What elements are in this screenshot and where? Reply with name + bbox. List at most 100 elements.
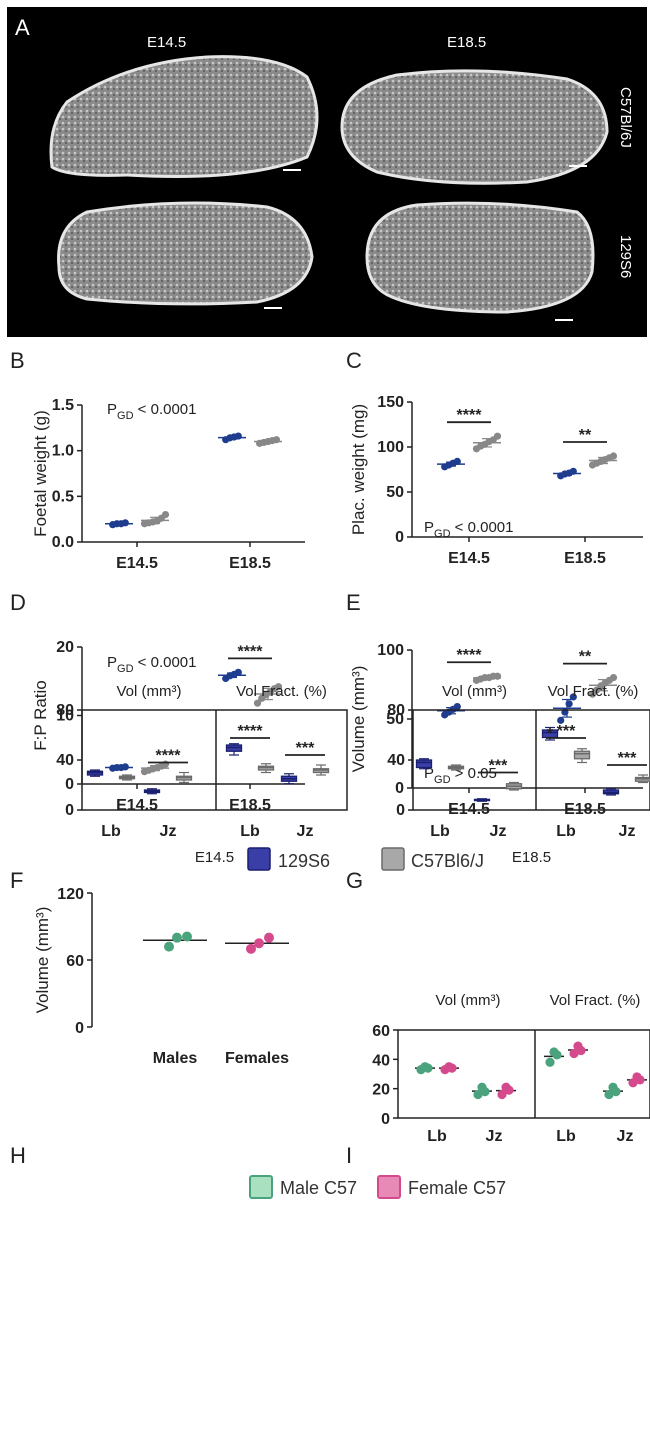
y-tick-label: 150 bbox=[377, 394, 404, 411]
data-point bbox=[420, 1062, 430, 1072]
plot-frame bbox=[397, 1029, 650, 1119]
y-axis-label: F:P Ratio bbox=[31, 680, 50, 751]
section-title: Vol Fract. (%) bbox=[550, 992, 641, 1009]
panel-label-g: G bbox=[346, 868, 363, 893]
data-point bbox=[246, 943, 256, 954]
legend-swatch-c57 bbox=[381, 847, 405, 871]
data-point bbox=[557, 716, 565, 724]
significance-stars: **** bbox=[156, 748, 182, 765]
panel-label-f: F bbox=[10, 868, 23, 893]
data-point bbox=[569, 467, 577, 475]
legend-label-male: Male C57 bbox=[280, 1178, 357, 1198]
data-point bbox=[632, 1072, 642, 1082]
y-tick-label: 80 bbox=[387, 702, 405, 719]
y-axis-label: Foetal weight (g) bbox=[31, 410, 50, 537]
significance-stars: **** bbox=[457, 647, 483, 664]
x-tick-label: Jz bbox=[490, 823, 507, 840]
x-tick-label: Lb bbox=[556, 823, 576, 840]
y-axis-label: Volume (mm³) bbox=[349, 666, 368, 773]
x-tick-label: Jz bbox=[486, 1128, 503, 1145]
x-tick-label: Lb bbox=[240, 823, 260, 840]
y-axis-label: Volume (mm³) bbox=[33, 907, 52, 1014]
data-point bbox=[121, 763, 129, 771]
data-point bbox=[609, 674, 618, 682]
significance-stars: **** bbox=[238, 723, 264, 740]
placenta-image-129-e14 bbox=[57, 201, 314, 306]
x-tick-label: E14.5 bbox=[116, 555, 158, 572]
x-tick-label: E14.5 bbox=[116, 797, 158, 814]
y-tick-label: 0 bbox=[381, 1111, 390, 1128]
data-point bbox=[161, 510, 170, 519]
x-tick-label: Lb bbox=[556, 1128, 576, 1145]
placenta-image-c57-e14 bbox=[49, 55, 319, 179]
y-tick-label: 80 bbox=[56, 702, 74, 719]
section-title: Vol Fract. (%) bbox=[236, 683, 327, 700]
data-point bbox=[569, 1048, 579, 1059]
data-point bbox=[501, 1082, 511, 1092]
y-tick-label: 60 bbox=[372, 1023, 390, 1040]
data-point bbox=[272, 436, 280, 444]
data-point bbox=[569, 693, 577, 701]
data-point bbox=[172, 932, 182, 943]
data-point bbox=[604, 1089, 614, 1100]
x-tick-label: Lb bbox=[427, 1128, 447, 1145]
row-label-129: 129S6 bbox=[617, 235, 634, 278]
x-tick-label: E18.5 bbox=[229, 797, 271, 814]
data-point bbox=[182, 931, 192, 942]
data-point bbox=[493, 432, 502, 440]
y-tick-label: 40 bbox=[56, 752, 74, 769]
y-tick-label: 0 bbox=[65, 802, 74, 819]
panel-label-e: E bbox=[346, 590, 361, 615]
data-point bbox=[234, 668, 242, 676]
section-title: Vol Fract. (%) bbox=[548, 683, 639, 700]
data-point bbox=[497, 1089, 507, 1100]
y-tick-label: 0 bbox=[65, 776, 74, 793]
panel-label-d: D bbox=[10, 590, 26, 615]
data-point bbox=[493, 672, 502, 680]
legend-swatch-female bbox=[377, 1175, 401, 1199]
data-point bbox=[234, 432, 242, 440]
col-label-e14: E14.5 bbox=[147, 34, 186, 51]
y-tick-label: 0 bbox=[395, 780, 404, 797]
significance-stars: *** bbox=[489, 758, 508, 775]
section-title: Vol (mm³) bbox=[117, 683, 182, 700]
x-tick-label: Jz bbox=[160, 823, 177, 840]
box bbox=[415, 759, 433, 769]
x-tick-label: Jz bbox=[619, 823, 636, 840]
x-tick-label: E18.5 bbox=[564, 550, 606, 567]
legend-label-c57: C57Bl6/J bbox=[411, 851, 484, 871]
data-point bbox=[164, 941, 174, 952]
y-tick-label: 0.0 bbox=[52, 534, 74, 551]
p-value-annotation: PGD < 0.0001 bbox=[424, 519, 514, 540]
significance-stars: *** bbox=[557, 723, 576, 740]
y-tick-label: 50 bbox=[386, 484, 404, 501]
y-axis-label: Plac. weight (mg) bbox=[349, 404, 368, 535]
y-tick-label: 0.5 bbox=[52, 488, 74, 505]
p-value-annotation: PGD < 0.0001 bbox=[107, 654, 197, 675]
micrograph-grid: A E14.5 E18.5 C57Bl/6J 129S6 bbox=[15, 15, 634, 321]
y-tick-label: 100 bbox=[377, 642, 404, 659]
panel-label-h: H bbox=[10, 1143, 26, 1168]
legend-swatch-129s6 bbox=[247, 847, 271, 871]
data-point bbox=[264, 932, 274, 943]
y-tick-label: 20 bbox=[372, 1082, 390, 1099]
y-tick-label: 20 bbox=[56, 639, 74, 656]
legend-label-129s6: 129S6 bbox=[278, 851, 330, 871]
panel-label-i: I bbox=[346, 1143, 352, 1168]
panel-label-a: A bbox=[15, 15, 30, 40]
data-point bbox=[274, 683, 283, 691]
panel-a-micrographs: A E14.5 E18.5 C57Bl/6J 129S6 bbox=[7, 7, 647, 337]
significance-stars: ** bbox=[579, 427, 592, 444]
significance-stars: **** bbox=[457, 407, 483, 424]
significance-stars: *** bbox=[296, 740, 315, 757]
x-tick-label: E18.5 bbox=[229, 555, 271, 572]
outlier-marker: * bbox=[547, 726, 554, 743]
panel-label-c: C bbox=[346, 348, 362, 373]
data-point bbox=[121, 519, 129, 527]
data-point bbox=[253, 699, 262, 707]
y-tick-label: 120 bbox=[57, 886, 84, 903]
data-point bbox=[254, 938, 264, 949]
y-tick-label: 1.0 bbox=[52, 443, 74, 460]
y-tick-label: 40 bbox=[387, 752, 405, 769]
